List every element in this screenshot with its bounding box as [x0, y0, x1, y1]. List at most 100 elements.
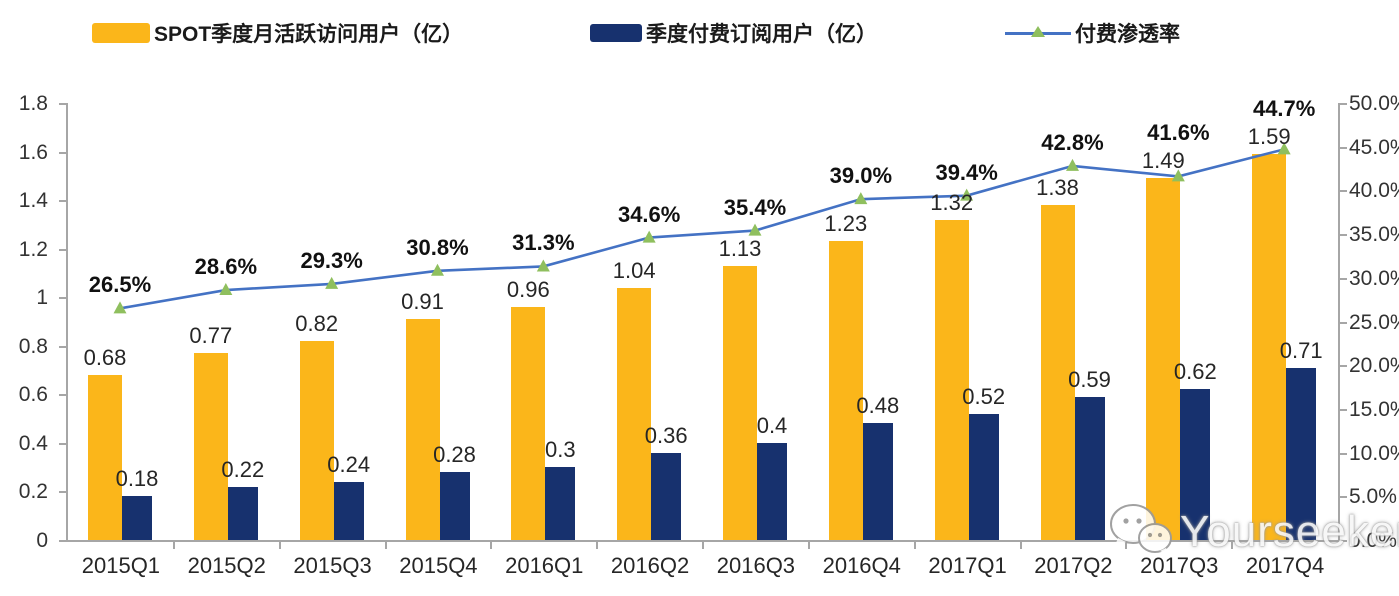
mau-bar-value-label: 0.96	[506, 276, 550, 302]
x-axis-category-label: 2015Q3	[293, 553, 372, 578]
penetration-value-label: 31.3%	[512, 230, 575, 256]
wechat-icon	[1108, 500, 1174, 563]
y-axis-left	[66, 103, 68, 542]
penetration-value-label: 42.8%	[1041, 129, 1104, 155]
x-axis-category-label: 2017Q3	[1140, 553, 1219, 578]
x-axis-tick	[490, 542, 493, 549]
mau-bar-value-label: 1.23	[824, 211, 868, 237]
y-axis-right-label: 5.0%	[1349, 485, 1397, 509]
mau-bar-value-label: 0.77	[189, 323, 233, 349]
subs-bar-value-label: 0.22	[221, 456, 265, 482]
watermark: Yourseeker	[1108, 500, 1399, 563]
subs-bar-value-label: 0.59	[1068, 366, 1111, 392]
triangle-marker-icon	[1171, 169, 1185, 182]
y-axis-left-label: 0.4	[18, 431, 48, 455]
y-axis-right-label: 15.0%	[1349, 397, 1399, 421]
legend-item-mau: SPOT季度月活跃访问用户（亿）	[92, 20, 463, 46]
y-axis-left-label: 0.8	[18, 334, 48, 358]
y-axis-right-tick	[1340, 540, 1347, 542]
mau-bar	[405, 319, 440, 540]
y-axis-left-label: 1.6	[18, 140, 48, 164]
y-axis-right-label: 0.0%	[1349, 529, 1397, 552]
penetration-value-label: 44.7%	[1252, 95, 1316, 121]
y-axis-left-tick	[59, 200, 66, 203]
mau-bar	[828, 241, 863, 540]
mau-bar	[193, 353, 228, 540]
subs-bar-value-label: 0.28	[433, 442, 476, 468]
y-axis-right-tick	[1340, 496, 1347, 499]
y-axis-right-tick	[1340, 365, 1347, 368]
legend-item-label: SPOT季度月活跃访问用户（亿）	[154, 23, 464, 46]
x-axis-category-label: 2015Q2	[187, 553, 266, 578]
subs-bar-value-label: 0.62	[1173, 359, 1217, 385]
subs-bar	[862, 423, 893, 540]
subs-bar	[757, 442, 787, 540]
triangle-marker-icon	[325, 276, 339, 289]
subs-bar-value-label: 0.52	[962, 383, 1006, 409]
mau-bar-value-label: 1.49	[1141, 148, 1185, 174]
mau-bar	[723, 265, 757, 540]
x-axis-category-label: 2016Q3	[716, 553, 796, 578]
subs-bar	[968, 413, 999, 540]
subs-bar	[439, 472, 470, 540]
mau-bar-value-label: 1.04	[612, 257, 656, 283]
x-axis-category-label: 2017Q1	[928, 553, 1007, 578]
y-axis-right-tick	[1340, 321, 1347, 324]
y-axis-left-tick	[59, 442, 66, 445]
y-axis-right-tick	[1340, 452, 1347, 455]
subs-bar-value-label: 0.48	[856, 393, 900, 419]
y-axis-left-label: 1	[36, 286, 48, 310]
mau-bar	[1252, 153, 1287, 540]
x-axis-category-label: 2016Q2	[610, 553, 690, 578]
x-axis-tick	[1019, 542, 1022, 549]
penetration-value-label: 41.6%	[1147, 120, 1210, 146]
y-axis-left-label: 0	[36, 529, 48, 552]
y-axis-left-tick	[59, 394, 66, 397]
mau-bar	[1040, 204, 1075, 540]
x-axis-tick	[1231, 542, 1234, 549]
y-axis-right-label: 45.0%	[1349, 135, 1399, 159]
mau-bar	[617, 287, 652, 540]
penetration-value-label: 34.6%	[617, 201, 681, 227]
x-axis-tick	[913, 542, 916, 549]
triangle-marker-icon	[431, 263, 444, 276]
x-axis-category-label: 2015Q4	[399, 553, 478, 578]
mau-bar-value-label: 0.68	[83, 344, 127, 370]
triangle-marker-icon	[1066, 158, 1079, 171]
penetration-value-label: 35.4%	[723, 194, 787, 220]
subs-bar-value-label: 0.3	[545, 437, 576, 463]
y-axis-right-label: 50.0%	[1349, 92, 1399, 115]
x-axis-category-label: 2017Q2	[1034, 553, 1113, 578]
triangle-marker-icon	[854, 192, 868, 205]
y-axis-right-tick	[1340, 103, 1347, 105]
y-axis-left-label: 0.6	[18, 383, 48, 407]
x-axis-category-label: 2016Q4	[822, 553, 901, 578]
mau-bar-value-label: 0.82	[295, 310, 339, 336]
y-axis-left-tick	[59, 297, 66, 300]
x-axis-tick	[384, 542, 387, 549]
y-axis-right-label: 40.0%	[1349, 179, 1399, 203]
x-axis-tick	[172, 542, 175, 549]
y-axis-right-label: 30.0%	[1349, 266, 1399, 290]
line-marker-icon	[1005, 25, 1071, 41]
subs-bar	[545, 467, 576, 540]
x-axis-category-label: 2017Q4	[1245, 553, 1325, 578]
mau-legend-swatch	[92, 23, 150, 43]
y-axis-right-label: 25.0%	[1349, 310, 1399, 334]
y-axis-left-tick	[59, 491, 66, 494]
y-axis-right-label: 35.0%	[1349, 223, 1399, 247]
x-axis-tick	[807, 542, 810, 549]
subs-bar	[122, 496, 152, 540]
legend-item-label: 季度付费订阅用户（亿）	[646, 23, 877, 46]
y-axis-left-label: 1.8	[18, 92, 48, 115]
legend-item-penetration: 付费渗透率	[1005, 20, 1180, 46]
x-axis-tick	[1125, 542, 1128, 549]
subs-bar-value-label: 0.36	[644, 422, 688, 448]
mau-bar-value-label: 0.91	[401, 289, 444, 315]
triangle-marker-icon	[642, 230, 656, 243]
triangle-marker-icon	[536, 259, 550, 272]
legend-item-subs: 季度付费订阅用户（亿）	[590, 20, 877, 46]
mau-bar-value-label: 1.38	[1036, 174, 1079, 200]
y-axis-left-label: 1.2	[18, 237, 48, 261]
mau-bar-value-label: 1.13	[718, 235, 762, 261]
